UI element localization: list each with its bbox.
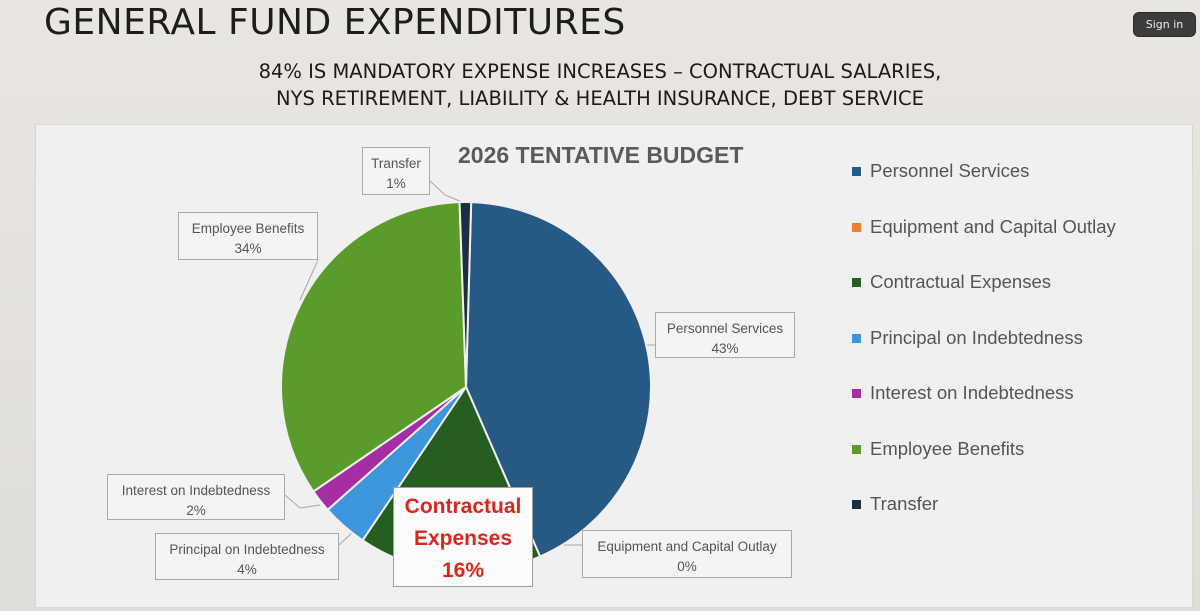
slide-title: GENERAL FUND EXPENDITURES (44, 2, 626, 43)
legend-label: Transfer (870, 493, 939, 514)
callout-value: 0% (677, 559, 697, 574)
legend-label: Principal on Indebtedness (870, 326, 1083, 348)
callout-contractual-expenses-highlight: Contractual Expenses 16% (393, 487, 533, 587)
slide-subtitle-line-2: NYS RETIREMENT, LIABILITY & HEALTH INSUR… (276, 87, 924, 110)
callout-label: Interest on Indebtedness (121, 483, 271, 498)
callout-equipment-capital-outlay: Equipment and Capital Outlay 0% (582, 530, 792, 578)
callout-label: Equipment and Capital Outlay (597, 539, 777, 554)
legend-label: Personnel Services (870, 160, 1030, 181)
callout-label: Transfer (371, 156, 421, 171)
chart-title: 2026 TENTATIVE BUDGET (458, 142, 744, 168)
legend-label: Equipment and Capital Outlay (870, 215, 1116, 237)
pie-slice-transfer (458, 201, 473, 388)
legend-swatch (852, 278, 861, 287)
callout-value: 1% (386, 176, 406, 191)
slide-subtitle-line-1: 84% IS MANDATORY EXPENSE INCREASES – CON… (258, 60, 942, 83)
legend-swatch (852, 389, 861, 398)
callout-value: 34% (234, 241, 262, 256)
sign-in-button[interactable]: Sign in (1133, 12, 1196, 37)
legend-swatch (852, 500, 861, 509)
callout-transfer: Transfer 1% (362, 147, 430, 195)
leader-line (284, 494, 321, 509)
callout-personnel-services: Personnel Services 43% (655, 312, 795, 358)
pie-slice-employee-benefits (280, 201, 468, 493)
callout-principal-on-indebtedness: Principal on Indebtedness 4% (155, 533, 339, 580)
leader-line (429, 180, 463, 203)
legend-swatch (852, 222, 861, 232)
legend-label: Contractual Expenses (870, 271, 1051, 292)
pie-slice-personnel-services (464, 201, 652, 558)
callout-value: 4% (237, 562, 257, 577)
legend-swatch (852, 333, 861, 343)
highlight-line-1: Contractual (404, 495, 522, 518)
callout-employee-benefits: Employee Benefits 34% (178, 212, 318, 260)
highlight-line-2: Expenses (413, 527, 513, 550)
callout-value: 2% (186, 503, 206, 518)
callout-value: 43% (711, 341, 739, 356)
legend-swatch (852, 167, 861, 176)
callout-label: Personnel Services (666, 321, 784, 336)
legend-swatch (852, 444, 861, 454)
legend-label: Interest on Indebtedness (870, 382, 1074, 403)
callout-label: Employee Benefits (191, 221, 305, 236)
highlight-value: 16% (441, 559, 485, 582)
callout-interest-on-indebtedness: Interest on Indebtedness 2% (107, 474, 285, 520)
callout-label: Principal on Indebtedness (169, 542, 325, 557)
leader-line (299, 259, 319, 301)
legend-label: Employee Benefits (870, 437, 1025, 459)
